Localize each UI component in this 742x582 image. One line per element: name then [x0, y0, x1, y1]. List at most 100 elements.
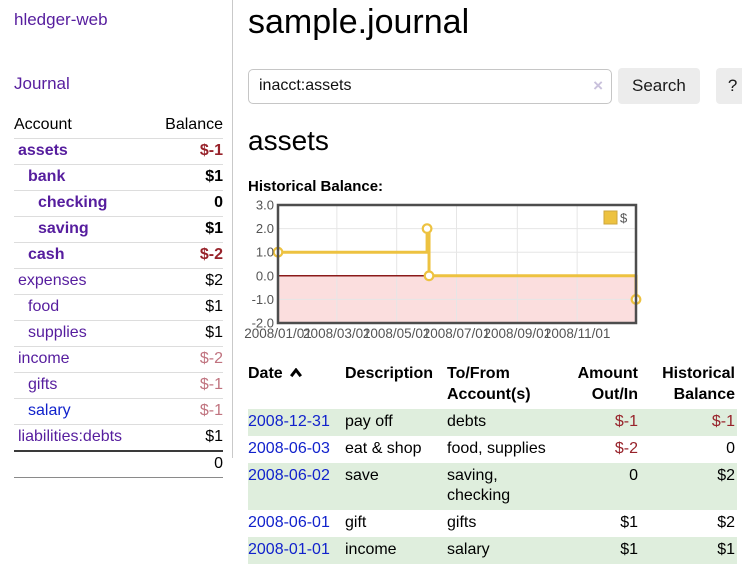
account-link[interactable]: cash: [28, 246, 65, 263]
account-name-cell: food: [14, 294, 151, 321]
account-row: income $-2: [14, 346, 223, 373]
account-balance: 0: [150, 190, 223, 217]
register-amount: $1: [554, 537, 640, 564]
sidebar: hledger-web Journal Account Balance asse…: [0, 0, 233, 478]
account-name-cell: assets: [14, 138, 151, 165]
register-row: 2008-01-01 income salary $1 $1: [248, 537, 737, 564]
accounts-total-spacer: [14, 450, 151, 478]
svg-text:2008/11/01: 2008/11/01: [544, 326, 611, 341]
register-header-description: Description: [345, 365, 434, 382]
account-link[interactable]: assets: [18, 142, 68, 159]
data-point-2008-06-01: [421, 223, 433, 234]
account-name-cell: gifts: [14, 372, 151, 399]
register-header-row: Date Description To/From Account(s) Amou…: [248, 363, 737, 409]
account-link[interactable]: saving: [38, 220, 89, 237]
sidebar-item-journal[interactable]: Journal: [14, 74, 70, 93]
account-link[interactable]: bank: [28, 168, 66, 185]
account-balance: $1: [150, 216, 223, 243]
register-amount: $-2: [614, 440, 638, 457]
svg-text:2008/07/01: 2008/07/01: [423, 326, 491, 341]
account-link[interactable]: supplies: [28, 324, 87, 341]
sort-ascending-icon: [289, 363, 303, 384]
account-row: gifts $-1: [14, 372, 223, 399]
register-date-cell: 2008-06-01: [248, 510, 345, 537]
account-row: bank $1: [14, 164, 223, 191]
legend-swatch: [603, 210, 618, 225]
register-balance: $2: [640, 463, 737, 510]
register-description: pay off: [345, 409, 447, 436]
account-balance: $1: [150, 320, 223, 347]
transaction-date-link[interactable]: 2008-12-31: [248, 413, 330, 430]
register-balance: $1: [640, 537, 737, 564]
account-link[interactable]: liabilities:debts: [18, 428, 123, 445]
register-table: Date Description To/From Account(s) Amou…: [248, 363, 737, 564]
accounts-header-row: Account Balance: [14, 113, 223, 139]
transaction-date-link[interactable]: 2008-06-01: [248, 514, 330, 531]
account-row: expenses $2: [14, 268, 223, 295]
register-amount: $-1: [554, 409, 640, 436]
search-input[interactable]: [248, 68, 612, 104]
account-balance: $-2: [150, 346, 223, 373]
transaction-date-link[interactable]: 2008-06-03: [248, 440, 330, 457]
account-row: cash $-2: [14, 242, 223, 269]
account-balance: $-1: [150, 372, 223, 399]
svg-text:2008/03/01: 2008/03/01: [303, 326, 371, 341]
account-link[interactable]: food: [28, 298, 60, 315]
app-title-link[interactable]: hledger-web: [14, 10, 108, 29]
register-amount: 0: [554, 463, 640, 510]
svg-text:2008/05/01: 2008/05/01: [363, 326, 431, 341]
svg-text:0.0: 0.0: [256, 268, 274, 283]
transaction-date-link[interactable]: 2008-06-02: [248, 467, 330, 484]
account-heading: assets: [248, 125, 329, 156]
account-link[interactable]: checking: [38, 194, 108, 211]
main-content: sample.journal × Search ? assets Histori…: [244, 0, 742, 564]
help-button[interactable]: ?: [715, 68, 742, 104]
svg-text:-1.0: -1.0: [252, 292, 274, 307]
search-input-wrapper: ×: [248, 68, 612, 104]
clear-search-icon[interactable]: ×: [593, 75, 603, 95]
search-button[interactable]: Search: [618, 68, 700, 104]
register-date-cell: 2008-06-03: [248, 436, 345, 463]
accounts-total-row: 0: [14, 450, 223, 478]
register-header-account: To/From Account(s): [447, 365, 531, 403]
register-row: 2008-06-02 save saving, checking 0 $2: [248, 463, 737, 510]
account-balance: $1: [150, 164, 223, 191]
register-accounts: saving, checking: [447, 463, 554, 510]
chart-canvas: $3.0 2.0 1.0 0.0 -1.0 -2.02008/01/012008/03/0…: [244, 198, 642, 341]
account-link[interactable]: gifts: [28, 376, 58, 393]
account-link[interactable]: income: [18, 350, 70, 367]
account-name-cell: bank: [14, 164, 151, 191]
account-name-cell: supplies: [14, 320, 151, 347]
account-row: checking 0: [14, 190, 223, 217]
register-table-body: 2008-12-31 pay off debts $-1 $-1 2008-06-03 ea…: [248, 409, 737, 564]
register-header-date[interactable]: Date: [248, 363, 345, 409]
transaction-date-link[interactable]: 2008-01-01: [248, 541, 330, 558]
register-row: 2008-06-01 gift gifts $1 $2: [248, 510, 737, 537]
svg-text:-2.0: -2.0: [252, 316, 274, 331]
register-date-cell: 2008-12-31: [248, 409, 345, 436]
account-balance: $-1: [150, 398, 223, 425]
register-balance: $-1: [640, 409, 737, 436]
account-link[interactable]: expenses: [18, 272, 87, 289]
register-header-balance: Historical Balance: [662, 365, 735, 403]
accounts-total-value: 0: [150, 450, 223, 478]
register-row: 2008-12-31 pay off debts $-1 $-1: [248, 409, 737, 436]
accounts-table-body: assets $-1 bank $1 checking 0 saving $1 cash $-2 e…: [14, 138, 223, 452]
accounts-header-balance: Balance: [150, 113, 223, 139]
accounts-header-account: Account: [14, 113, 151, 139]
register-accounts: salary: [447, 537, 554, 564]
register-row: 2008-06-03 eat & shop food, supplies $-2 0: [248, 436, 737, 463]
account-name-cell: checking: [14, 190, 151, 217]
account-name-cell: expenses: [14, 268, 151, 295]
account-link[interactable]: salary: [28, 402, 71, 419]
svg-text:2.0: 2.0: [256, 221, 274, 236]
account-row: salary $-1: [14, 398, 223, 425]
register-balance: 0: [726, 440, 735, 457]
register-accounts: debts: [447, 409, 554, 436]
account-balance: $-2: [150, 242, 223, 269]
account-balance: $2: [150, 268, 223, 295]
account-balance: $1: [150, 294, 223, 321]
account-row: supplies $1: [14, 320, 223, 347]
page-title: sample.journal: [248, 3, 470, 41]
account-row: liabilities:debts $1: [14, 424, 223, 452]
